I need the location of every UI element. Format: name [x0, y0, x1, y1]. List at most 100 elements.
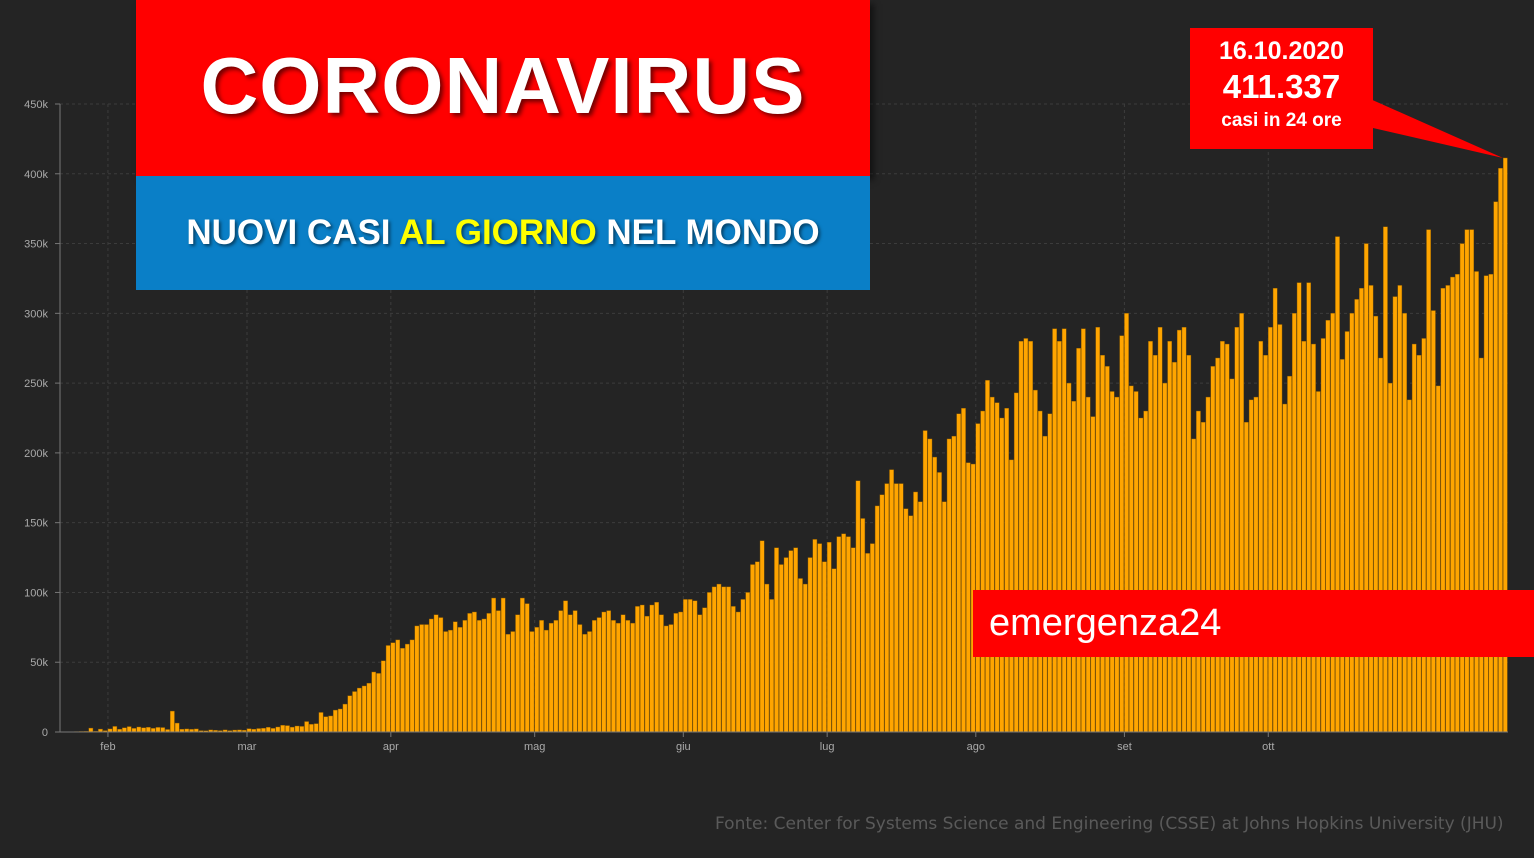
bar	[505, 634, 511, 733]
bar	[1335, 236, 1340, 733]
source-note: Fonte: Center for Systems Science and En…	[715, 814, 1504, 834]
bar	[1268, 327, 1273, 733]
bar	[769, 599, 775, 733]
bar	[246, 728, 252, 733]
bar	[793, 547, 798, 733]
x-tick-label: mag	[524, 741, 545, 753]
y-tick-label: 400k	[24, 169, 48, 181]
bar	[1392, 296, 1398, 733]
bar	[740, 599, 746, 733]
bar	[572, 610, 578, 733]
bar	[587, 631, 592, 733]
bar	[347, 695, 353, 733]
bar	[1138, 417, 1144, 733]
bar	[333, 709, 338, 733]
bar	[1013, 392, 1019, 733]
bar	[1167, 341, 1172, 733]
bar	[1363, 243, 1369, 733]
x-tick-label: apr	[383, 741, 399, 753]
bar	[524, 603, 530, 733]
bar	[1282, 403, 1288, 733]
bar	[112, 726, 118, 733]
bar	[424, 624, 429, 733]
bar	[122, 727, 127, 733]
y-tick-label: 350k	[24, 239, 48, 251]
bar	[1244, 421, 1249, 733]
bar	[1359, 288, 1364, 733]
bar	[831, 568, 837, 733]
bar	[352, 691, 357, 733]
bar	[779, 564, 784, 733]
bar	[1047, 413, 1053, 733]
y-tick-label: 250k	[24, 378, 48, 390]
bar	[985, 380, 990, 733]
bar	[544, 629, 549, 733]
bar	[1224, 343, 1230, 733]
bar	[1057, 341, 1062, 733]
bar	[994, 402, 1000, 733]
bar	[476, 620, 482, 733]
bar	[592, 620, 597, 733]
bar	[836, 536, 842, 733]
bar	[256, 728, 261, 733]
bar	[1483, 275, 1489, 733]
bar	[673, 613, 679, 733]
bar	[894, 483, 899, 733]
brand-label: emergenza24	[989, 602, 1222, 644]
bar	[1344, 331, 1350, 733]
bar	[496, 610, 501, 733]
bar	[510, 631, 516, 733]
bar	[1479, 357, 1484, 733]
bar	[141, 727, 146, 733]
bar	[1387, 382, 1393, 733]
bar	[1090, 416, 1096, 733]
bar	[1411, 343, 1417, 733]
bar	[1143, 410, 1148, 733]
bar	[1253, 396, 1259, 733]
bar	[520, 597, 525, 733]
bar	[1272, 288, 1278, 733]
bar	[898, 483, 904, 733]
bar	[1258, 341, 1264, 733]
bar	[337, 708, 343, 733]
bar	[639, 604, 645, 733]
bar	[927, 438, 933, 733]
bar	[932, 456, 938, 733]
bar	[438, 617, 444, 733]
bar	[611, 620, 616, 733]
bar	[1296, 282, 1302, 733]
bar	[553, 620, 559, 733]
bar	[385, 645, 391, 733]
bar	[687, 599, 693, 733]
bar	[1033, 389, 1038, 733]
callout-note: casi in 24 ore	[1221, 110, 1342, 131]
bar	[1373, 315, 1379, 733]
y-tick-label: 450k	[24, 99, 48, 111]
bar	[1459, 243, 1465, 733]
bar	[750, 564, 755, 733]
bar	[1407, 399, 1412, 733]
subtitle-part1: NUOVI CASI	[186, 213, 399, 252]
bar	[433, 614, 439, 733]
bar	[1071, 401, 1077, 733]
subtitle-part2: NEL MONDO	[596, 213, 820, 252]
bar	[568, 614, 573, 733]
bar	[678, 611, 683, 733]
bar	[170, 710, 175, 733]
title-banner: CORONAVIRUS	[136, 0, 870, 176]
bar	[328, 715, 333, 733]
bar	[1191, 438, 1196, 733]
bar	[961, 408, 966, 733]
bar	[1354, 299, 1359, 733]
bar	[481, 618, 487, 733]
bar	[1172, 361, 1177, 733]
bar	[558, 610, 564, 733]
x-tick-label: lug	[820, 741, 835, 753]
x-tick-label: set	[1117, 741, 1132, 753]
bar	[534, 627, 540, 733]
bar	[443, 631, 448, 733]
bar	[275, 726, 281, 733]
bar	[376, 673, 381, 733]
bar	[155, 727, 161, 733]
bar	[452, 621, 458, 733]
